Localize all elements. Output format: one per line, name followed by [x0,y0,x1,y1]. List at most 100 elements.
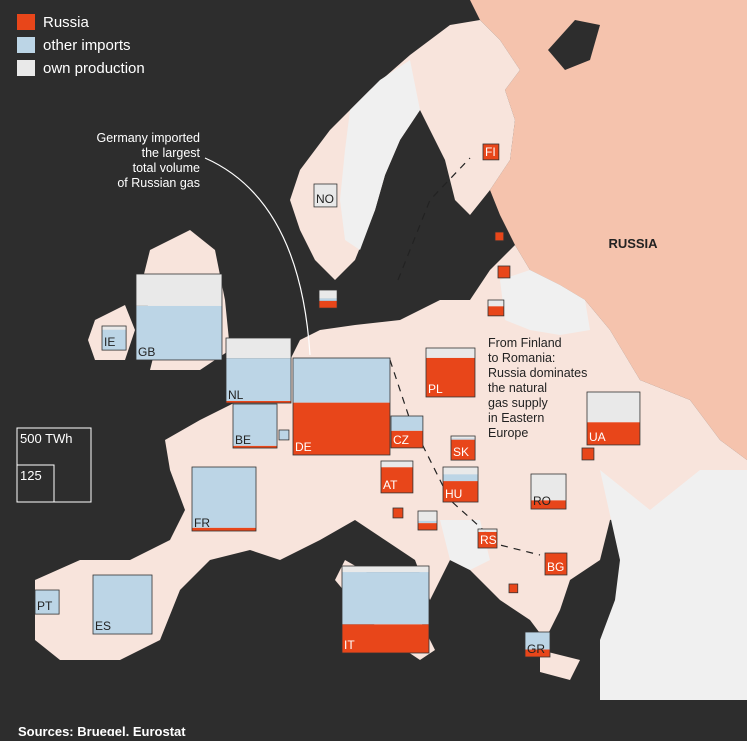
country-square: BG [544,552,568,576]
annotation-line: From Finland [488,336,562,350]
segment [226,358,292,401]
segment [136,305,222,360]
route-arrow [389,359,541,556]
segment [192,527,257,532]
country-label: ES [95,619,111,633]
country-label: NO [316,192,334,206]
square-outline [425,347,476,398]
annotation-line: the largest [142,146,201,160]
country-square: SK [450,435,476,461]
square-outline [581,447,595,461]
square-outline [232,403,278,449]
country-label: UA [589,430,606,444]
segment [443,474,479,482]
size-legend-square [16,464,55,503]
size-legend-label: 125 [20,468,42,483]
segment [498,266,510,278]
country-label: SK [453,445,469,459]
square-outline [417,510,438,531]
country-square: FR [191,466,257,532]
segment [102,329,127,351]
country-square [318,289,338,309]
segment [443,467,479,475]
square-outline [450,435,476,461]
legend-swatch [17,37,35,53]
segment [531,500,567,510]
country-label: GR [527,642,545,656]
segment [418,511,438,521]
country-square: NL [225,337,292,404]
country-square: IE [101,325,127,351]
segment [102,326,127,330]
square-outline [278,429,290,441]
segment [545,553,567,575]
segment [451,436,476,439]
country-square: ES [92,574,153,635]
annotation-line: the natural [488,381,547,395]
country-square: PT [34,589,60,615]
country-square [417,510,438,531]
source: Sources: Bruegel, Eurostat [18,724,186,736]
country-label: CZ [393,433,409,447]
mainland [35,245,747,660]
legend-label: Russia [43,14,90,31]
segment [443,481,479,503]
russia-region [470,0,747,460]
segment [426,348,475,358]
country-square: UA [586,391,641,446]
square-outline [497,265,511,279]
square-outline [482,143,500,161]
country-squares: GB IE NO FI NL BE DE FR ES PT IT CZ PL SK AT HU RS RO BG UA… [34,143,641,658]
segment [483,144,499,160]
segment [314,184,337,207]
country-label: FR [194,516,210,530]
square-outline [225,337,292,404]
country-square: GR [524,631,551,658]
country-square: GB [135,273,223,361]
annotation-line: of Russian gas [117,176,200,190]
square-outline [508,583,519,594]
sweden [340,60,420,250]
segment [478,529,498,532]
legend-label: other imports [43,37,131,54]
segment [451,438,476,440]
square-outline [92,574,153,635]
country-square [508,583,519,594]
annotation-line: Russia dominates [488,366,587,380]
annotation-line: total volume [133,161,200,175]
segment [531,474,567,501]
country-square: FI [482,143,500,161]
segment [233,404,278,446]
segment [381,467,413,493]
route-arrow [397,157,471,281]
segment [293,358,390,403]
country-label: BG [547,560,564,574]
square-outline [442,466,479,503]
country-square: PL [425,347,476,398]
segment [426,357,475,397]
country-label: PT [37,599,53,613]
country-square: BE [232,403,278,449]
country-square [581,447,595,461]
balkans-non-eu [440,520,490,570]
country-label: GB [138,345,155,359]
segment [393,508,403,518]
country-label: RO [533,494,551,508]
annotation-arrow [204,157,311,356]
country-square: AT [380,460,414,494]
segment [319,290,338,299]
legend-label: own production [43,60,145,77]
country-square [497,265,511,279]
country-label: RS [480,533,497,547]
country-square [494,231,505,242]
annotation-line: gas supply [488,396,549,410]
square-outline [487,299,505,317]
segment [233,445,278,449]
square-outline [586,391,641,446]
segment [136,274,222,306]
square-outline [313,183,338,208]
country-label: IE [104,335,115,349]
